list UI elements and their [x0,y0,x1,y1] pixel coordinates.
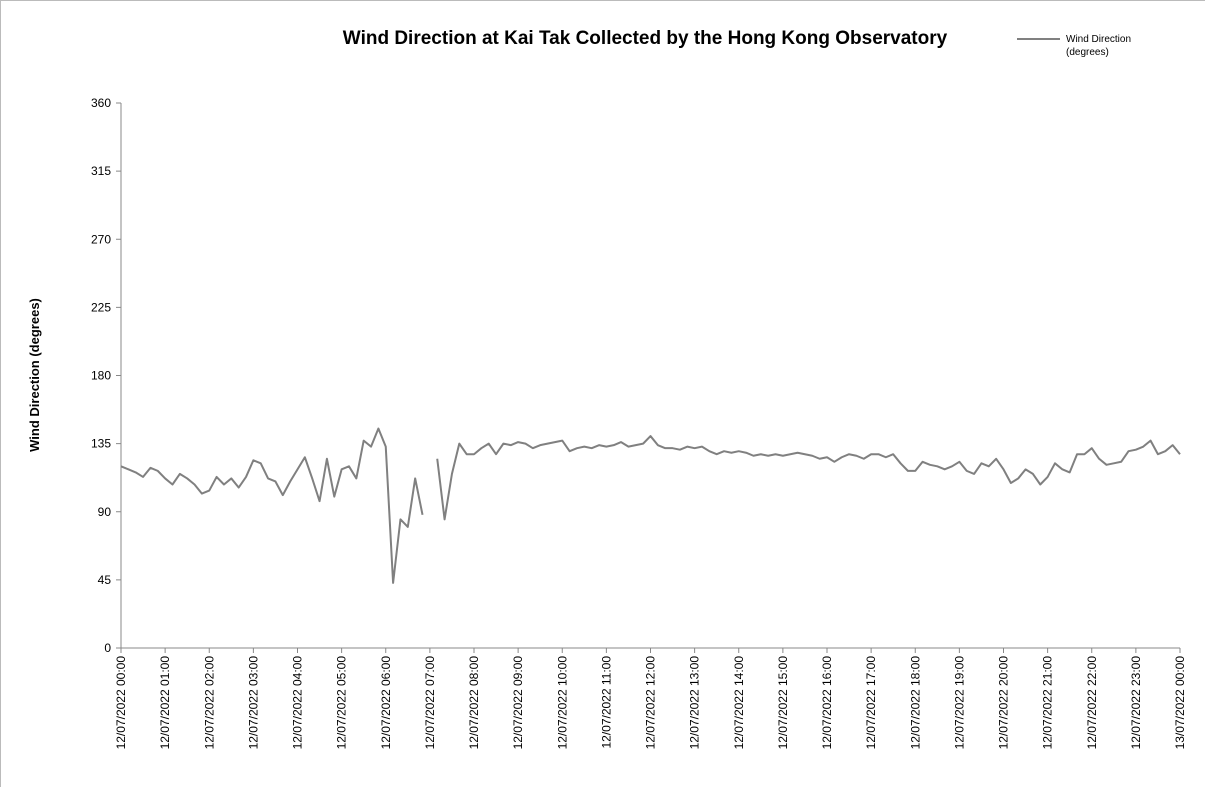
y-tick-label: 360 [91,96,111,110]
x-tick-label: 12/07/2022 15:00 [776,656,790,750]
y-tick-label: 270 [91,232,111,246]
x-tick-label: 12/07/2022 04:00 [291,656,305,750]
y-tick-label: 0 [104,641,111,655]
x-tick-label: 12/07/2022 18:00 [908,656,922,750]
x-tick-label: 12/07/2022 21:00 [1041,656,1055,750]
x-tick-label: 12/07/2022 05:00 [335,656,349,750]
x-tick-label: 12/07/2022 14:00 [732,656,746,750]
y-axis-label: Wind Direction (degrees) [27,298,42,452]
x-tick-label: 12/07/2022 00:00 [114,656,128,750]
x-tick-label: 12/07/2022 20:00 [997,656,1011,750]
x-tick-label: 12/07/2022 12:00 [644,656,658,750]
x-tick-label: 12/07/2022 02:00 [202,656,216,750]
x-tick-label: 12/07/2022 16:00 [820,656,834,750]
y-tick-label: 135 [91,437,111,451]
x-tick-label: 12/07/2022 17:00 [864,656,878,750]
y-tick-label: 180 [91,369,111,383]
x-tick-label: 12/07/2022 11:00 [599,656,613,749]
y-tick-label: 225 [91,300,111,314]
x-tick-label: 12/07/2022 08:00 [467,656,481,750]
x-tick-label: 12/07/2022 03:00 [246,656,260,750]
y-tick-label: 315 [91,164,111,178]
x-tick-label: 12/07/2022 01:00 [158,656,172,750]
legend-label: Wind Direction (degrees) [1066,34,1132,58]
x-tick-label: 13/07/2022 00:00 [1173,656,1187,750]
chart-title: Wind Direction at Kai Tak Collected by t… [343,28,948,49]
y-tick-label: 90 [98,505,112,519]
x-tick-label: 12/07/2022 19:00 [952,656,966,750]
x-tick-label: 12/07/2022 10:00 [555,656,569,750]
x-tick-label: 12/07/2022 09:00 [511,656,525,750]
data-line [120,427,1181,584]
x-tick-label: 12/07/2022 22:00 [1085,656,1099,750]
x-tick-label: 12/07/2022 07:00 [423,656,437,750]
x-tick-label: 12/07/2022 23:00 [1129,656,1143,750]
x-tick-label: 12/07/2022 06:00 [379,656,393,750]
x-tick-label: 12/07/2022 13:00 [688,656,702,750]
y-tick-label: 45 [98,573,112,587]
